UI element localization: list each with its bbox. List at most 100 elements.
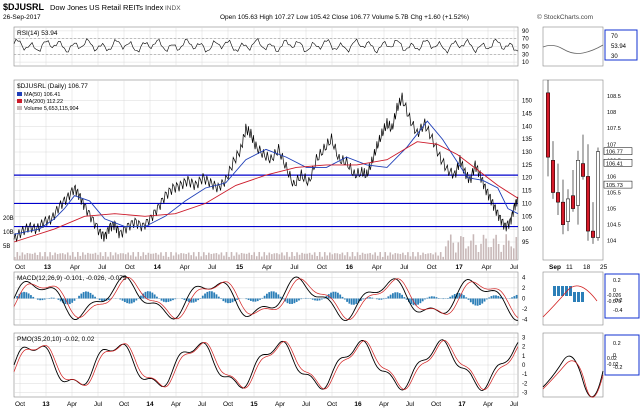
macd-histogram-bar (488, 297, 490, 298)
macd-histogram-bar (122, 299, 124, 301)
macd-histogram-bar (71, 299, 73, 303)
volume-bar (425, 254, 427, 260)
volume-bar (44, 252, 46, 260)
macd-histogram-bar (252, 299, 254, 302)
bottom-axis-tick: Apr (483, 401, 494, 408)
macd-histogram-bar (181, 299, 183, 300)
volume-bar (200, 256, 202, 260)
macd-histogram-bar (32, 297, 34, 299)
legend-entry: MA(50) 106.41 (24, 92, 60, 98)
macd-histogram-bar (209, 291, 211, 298)
volume-bar (218, 254, 220, 260)
macd-histogram-bar (355, 299, 357, 304)
macd-histogram-bar (220, 299, 222, 300)
volume-tick-label: 5B (3, 244, 10, 250)
pmo-title: PMO(35,20,10) -0.02, 0.02 (17, 336, 95, 343)
bottom-axis-tick: Oct (327, 401, 337, 408)
price-tick-label: 135 (522, 137, 533, 143)
macd-histogram-bar (28, 293, 30, 298)
macd-histogram-bar (21, 292, 23, 298)
volume-bar (377, 256, 379, 260)
macd-histogram-bar (403, 297, 405, 298)
volume-tick-label: 20B (3, 216, 14, 222)
volume-bar (500, 252, 502, 260)
bottom-axis-tick: Jul (94, 401, 103, 408)
price-x-label: 13 (44, 264, 52, 271)
macd-histogram-bar (422, 299, 424, 302)
macd-histogram-bar (390, 295, 392, 299)
candle-body (546, 93, 550, 157)
volume-bar (276, 253, 278, 260)
volume-bar (510, 246, 512, 260)
price-tick-label: 95 (522, 240, 529, 246)
rsi-tick-label: 10 (522, 60, 529, 66)
volume-bar (485, 239, 487, 260)
legend-swatch (17, 106, 22, 110)
volume-bar (102, 256, 104, 260)
inset-x-label: 25 (600, 264, 608, 271)
macd-histogram-bar (419, 299, 421, 304)
rsi-tick-label: 70 (522, 37, 529, 43)
macd-histogram-bar (211, 291, 213, 298)
price-x-label: Apr (481, 264, 492, 271)
bottom-axis-tick: 15 (250, 401, 258, 408)
volume-bar (473, 234, 475, 260)
volume-bar (122, 253, 124, 260)
macd-histogram-bar (229, 299, 231, 304)
price-x-label: Jul (98, 264, 107, 271)
macd-histogram-bar (268, 292, 270, 298)
macd-inset-bar (577, 292, 580, 302)
macd-histogram-bar (92, 295, 94, 299)
macd-inset-callout: -0.075 (607, 299, 621, 305)
macd-histogram-bar (266, 294, 268, 299)
volume-tick-label: 10B (3, 230, 14, 236)
price-tick-label: 130 (522, 150, 533, 156)
pmo-inset-callout: -0.02 (607, 362, 619, 368)
volume-bar (206, 255, 208, 260)
volume-bar (266, 255, 268, 260)
volume-bar (110, 252, 112, 260)
volume-bar (470, 241, 472, 260)
price-x-label: Jul (208, 264, 217, 271)
volume-bar (407, 252, 409, 260)
volume-bar (258, 252, 260, 260)
volume-bar (321, 257, 323, 260)
macd-histogram-bar (41, 299, 43, 301)
candle-body (576, 160, 580, 205)
volume-bar (316, 256, 318, 260)
volume-bar (493, 239, 495, 260)
inset-price-tick: 105 (607, 207, 616, 213)
macd-histogram-bar (424, 299, 426, 300)
macd-histogram-bar (204, 294, 206, 299)
volume-bar (163, 256, 165, 260)
volume-bar (349, 257, 351, 260)
volume-bar (344, 255, 346, 260)
volume-bar (243, 254, 245, 260)
macd-histogram-bar (481, 299, 483, 304)
macd-histogram-bar (126, 299, 128, 304)
macd-histogram-bar (58, 299, 60, 300)
price-x-label: Jul (510, 264, 519, 271)
volume-bar (80, 256, 82, 260)
volume-bar (410, 256, 412, 260)
volume-bar (29, 254, 31, 260)
macd-histogram-bar (277, 294, 279, 298)
brand-label: © StockCharts.com (537, 13, 593, 21)
price-x-label: Oct (15, 264, 25, 271)
volume-bar (515, 237, 517, 260)
volume-bar (508, 241, 510, 260)
volume-bar (228, 257, 230, 260)
pmo-tick-label: -3 (522, 390, 528, 396)
volume-bar (22, 252, 24, 260)
volume-bar (299, 255, 301, 260)
volume-bar (34, 253, 36, 260)
rsi-inset-tick: 70 (611, 34, 618, 40)
macd-histogram-bar (291, 299, 293, 304)
macd-histogram-bar (259, 299, 261, 300)
volume-bar (490, 247, 492, 260)
macd-histogram-bar (342, 297, 344, 299)
macd-tick-label: -4 (522, 318, 528, 324)
pmo-tick-label: 3 (522, 336, 526, 342)
volume-bar (284, 255, 286, 260)
